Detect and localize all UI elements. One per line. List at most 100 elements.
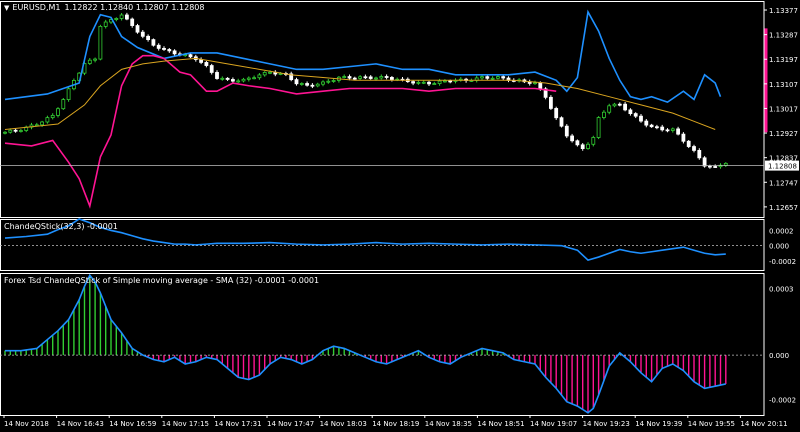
price-tick-label: 1.12657 (769, 204, 798, 212)
candle-body (289, 73, 294, 81)
candle-body (188, 54, 193, 58)
candle-body (538, 82, 543, 90)
candle-body (559, 117, 564, 127)
candle-body (432, 83, 437, 85)
candle-body (252, 77, 257, 80)
time-tick-label: 14 Nov 19:39 (635, 420, 682, 428)
hist-tick-label: -0.0002 (769, 396, 796, 404)
candle-body (352, 77, 357, 80)
candle-body (543, 88, 548, 98)
candle-body (495, 76, 500, 79)
candle-body (3, 131, 7, 134)
candle-body (268, 71, 272, 74)
candle-body (442, 80, 447, 83)
candle-body (665, 129, 670, 132)
candle-body (130, 18, 135, 26)
time-tick-label: 14 Nov 17:15 (162, 420, 209, 428)
candle-body (326, 80, 331, 83)
candle-body (98, 26, 103, 60)
candle-body (172, 50, 177, 55)
candle-body (146, 35, 151, 41)
osc-tick-label: -0.0002 (769, 258, 796, 266)
candle-body (347, 76, 352, 79)
candle-body (416, 81, 421, 84)
candle-body (480, 76, 484, 79)
candle-body (331, 80, 336, 82)
hist-tick-label: 0.0003 (769, 286, 794, 294)
candle-body (61, 99, 66, 110)
chande-qstick-line (4, 218, 726, 261)
candle-body (368, 76, 373, 79)
time-tick-label: 14 Nov 18:35 (425, 420, 472, 428)
candle-body (215, 72, 219, 79)
ohlc-values: 1.12822 1.12840 1.12807 1.12808 (64, 3, 205, 12)
candle-body (580, 144, 585, 149)
candle-body (644, 120, 649, 126)
main-panel-title[interactable]: ▼ EURUSD,M1 1.12822 1.12840 1.12807 1.1280… (4, 3, 204, 12)
candle-body (575, 140, 580, 146)
candle-body (151, 39, 156, 46)
subpanel-2-frame (0, 273, 765, 416)
subpanel-1-title: ChandeQStick(32,3) -0.0001 (4, 222, 118, 231)
candle-body (363, 76, 368, 79)
sma-qstick-line (5, 273, 726, 414)
subpanel-1-frame (0, 219, 765, 271)
candle-body (384, 76, 389, 78)
candle-body (639, 115, 643, 122)
candle-body (549, 96, 553, 109)
candle-body (103, 21, 108, 27)
candle-body (125, 14, 129, 20)
candle-body (262, 71, 267, 76)
time-tick-label: 14 Nov 17:31 (214, 420, 261, 428)
time-tick-label: 14 Nov 19:07 (530, 420, 577, 428)
candle-body (162, 47, 166, 50)
candle-body (305, 83, 310, 86)
price-tick-label: 1.13377 (769, 7, 798, 15)
candle-body (257, 74, 262, 79)
candle-body (358, 76, 363, 79)
candle-body (485, 76, 490, 79)
candle-body (623, 103, 627, 111)
candle-body (421, 81, 426, 84)
candle-body (533, 82, 537, 85)
moving-average-line (4, 57, 716, 131)
candle-body (45, 117, 50, 123)
candle-body (617, 103, 622, 106)
candle-body (379, 76, 384, 79)
candle-body (225, 77, 230, 80)
candle-body (490, 77, 495, 80)
time-tick-label: 14 Nov 19:23 (583, 420, 630, 428)
subpanel-2-title: Forex Tsd ChandeQStick of Simple moving … (4, 276, 320, 285)
candle-body (607, 105, 612, 113)
candle-body (167, 49, 172, 52)
candle-body (501, 76, 506, 79)
candle-body (50, 115, 55, 119)
candle-body (321, 81, 325, 85)
candle-body (676, 128, 680, 135)
candle-body (411, 81, 416, 84)
time-tick-label: 14 Nov 18:19 (372, 420, 419, 428)
candle-body (220, 77, 225, 80)
candle-body (56, 108, 60, 116)
candle-body (299, 83, 304, 85)
candle-body (114, 17, 119, 20)
candle-body (681, 133, 686, 142)
symbol-label: EURUSD,M1 (12, 3, 61, 12)
candle-body (40, 121, 44, 126)
candle-body (8, 129, 13, 133)
candle-body (230, 79, 235, 82)
osc-tick-label: 0.000 (769, 243, 789, 251)
price-tick-label: 1.12747 (769, 179, 798, 187)
time-tick-label: 14 Nov 17:47 (267, 420, 314, 428)
candle-body (135, 25, 140, 33)
candle-body (670, 128, 675, 131)
candle-body (204, 62, 209, 66)
candle-body (708, 165, 712, 168)
main-panel-frame (0, 1, 765, 218)
candle-body (649, 124, 654, 128)
candle-body (702, 157, 707, 167)
menu-arrow-icon[interactable]: ▼ (4, 4, 10, 12)
price-tick-label: 1.12927 (769, 130, 798, 138)
candle-body (294, 79, 299, 85)
